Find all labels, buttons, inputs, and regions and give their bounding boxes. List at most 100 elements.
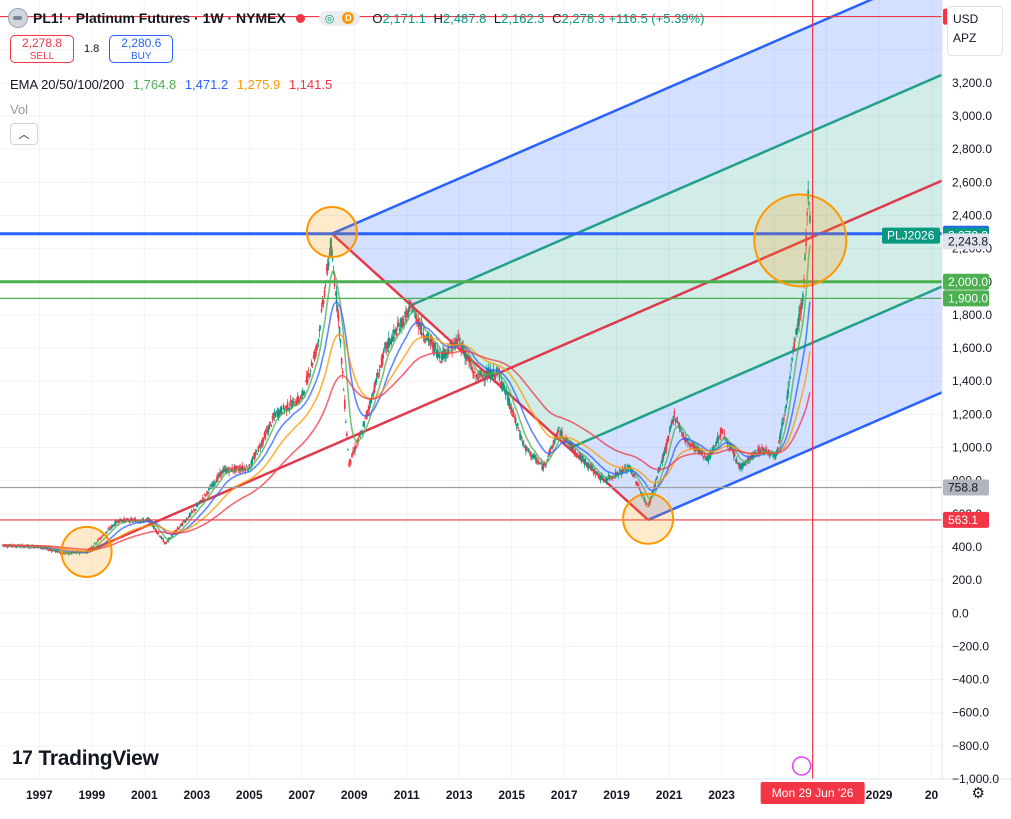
candle-body [47, 549, 50, 551]
candle-body [219, 471, 221, 476]
candle-body [52, 550, 55, 552]
candle-body [487, 369, 490, 376]
date-cursor-label: Mon 29 Jun '26 [772, 786, 854, 800]
candle-body [763, 448, 765, 453]
candle-body [451, 340, 453, 353]
candle-body [608, 477, 611, 480]
candle-body [116, 520, 118, 522]
candle-body [440, 361, 442, 363]
candle-body [318, 329, 321, 332]
candle-body [195, 505, 198, 508]
candle-body [604, 478, 607, 481]
ema-line [2, 245, 811, 554]
candle-body [328, 252, 331, 257]
buy-button[interactable]: 2,280.6 BUY [109, 35, 174, 63]
candle-body [691, 443, 693, 446]
unit-label[interactable]: APZ [953, 31, 977, 45]
candle-body [225, 468, 227, 473]
candle-body [337, 313, 340, 322]
candle-body [297, 397, 300, 402]
candle-body [632, 474, 634, 477]
volume-legend[interactable]: Vol [10, 102, 29, 117]
candle-body [674, 418, 677, 422]
candle-body [511, 414, 514, 416]
candle-body [737, 462, 739, 464]
candle-body [348, 463, 350, 466]
x-tick-label: 1997 [26, 788, 53, 802]
collapse-legend-button[interactable]: ︿ [10, 123, 38, 145]
candle-body [400, 318, 402, 328]
candle-body [394, 330, 396, 334]
candle-body [299, 396, 302, 400]
candle-body [449, 342, 451, 344]
candle-body [590, 466, 593, 469]
candle-body [713, 447, 716, 449]
candle-body [809, 215, 811, 223]
candle-body [248, 464, 251, 469]
candle-body [746, 459, 748, 461]
candle-body [739, 465, 741, 469]
candle-body [319, 326, 322, 328]
candle-body [234, 466, 236, 472]
candle-body [150, 522, 153, 525]
candle-body [660, 461, 663, 463]
candle-body [502, 383, 505, 387]
candle-body [644, 501, 646, 503]
candle-body [167, 538, 170, 541]
sell-button[interactable]: 2,278.8 SELL [10, 35, 74, 63]
flag-icon[interactable] [295, 13, 305, 23]
candle-body [757, 449, 759, 452]
chart-settings-icon[interactable]: ⚙ [971, 785, 985, 802]
candle-body [743, 464, 745, 466]
symbol-title[interactable]: PL1! · Platinum Futures · 1W · NYMEX [33, 10, 286, 26]
candle-body [159, 536, 162, 538]
tradingview-logo[interactable]: 17 TradingView [12, 747, 159, 771]
candle-body [197, 505, 199, 507]
ema-100-value: 1,275.9 [236, 77, 281, 92]
candle-body [488, 369, 491, 377]
candle-body [273, 412, 276, 416]
candle-body [589, 464, 592, 470]
candle-body [56, 550, 59, 553]
candle-body [401, 318, 403, 327]
price-label: 2,000.0 [948, 275, 988, 289]
candle-body [121, 520, 123, 522]
candle-body [729, 446, 732, 449]
tradingview-logo-icon: 17 [12, 748, 33, 769]
x-tick-label: 2007 [288, 788, 315, 802]
y-tick-label: −800.0 [952, 739, 989, 753]
candle-body [461, 346, 463, 352]
candle-body [320, 308, 323, 312]
candle-body [703, 455, 706, 457]
candle-body [705, 457, 708, 460]
candle-body [260, 441, 263, 447]
candle-body [647, 506, 649, 508]
candle-body [390, 336, 393, 342]
candle-body [15, 546, 17, 548]
candle-body [251, 458, 254, 464]
candle-body [402, 319, 404, 327]
candle-body [353, 450, 355, 452]
ohlc-close-key: C [552, 10, 562, 26]
currency-label[interactable]: USD [953, 12, 979, 26]
candle-body [535, 458, 537, 463]
candle-body [559, 433, 561, 435]
candle-body [312, 356, 315, 358]
candle-body [468, 360, 470, 363]
data-status-pill[interactable]: ◎ D [318, 10, 361, 26]
candle-body [111, 525, 113, 528]
candle-body [310, 362, 313, 366]
candle-body [548, 450, 550, 453]
ohlc-high-value: 2,487.8 [442, 10, 487, 26]
scale-settings-panel[interactable]: USD APZ [947, 6, 1003, 56]
price-label: 563.1 [948, 513, 978, 527]
candle-body [635, 481, 637, 484]
candle-body [396, 332, 398, 337]
candle-body [194, 509, 197, 511]
y-tick-label: −200.0 [952, 639, 989, 653]
candle-body [264, 432, 267, 439]
ema-legend[interactable]: EMA 20/50/100/200 1,764.8 1,471.2 1,275.… [10, 77, 337, 92]
candle-body [704, 459, 707, 461]
candle-body [791, 357, 793, 361]
